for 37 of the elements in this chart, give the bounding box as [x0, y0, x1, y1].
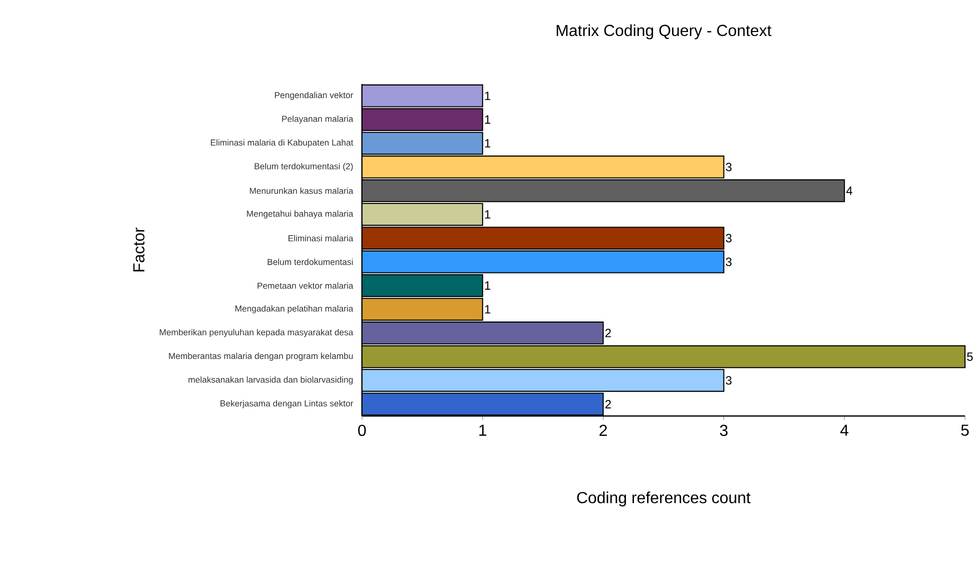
data-label: 1 [485, 305, 490, 314]
y-tick-label: Pemetaan vektor malaria [258, 282, 354, 289]
data-label: 5 [967, 352, 973, 361]
y-tick-label: Pelayanan malaria [282, 116, 354, 124]
x-tick-label: 3 [720, 424, 728, 436]
data-label: 3 [726, 376, 732, 385]
x-tick-label: 0 [358, 424, 366, 436]
y-tick-label: Mengadakan pelatihan malaria [235, 305, 354, 314]
y-tick-label: Memberantas malaria dengan program kelambu [169, 352, 353, 361]
data-label: 1 [485, 210, 490, 219]
data-label: 1 [485, 115, 490, 124]
data-label: 3 [726, 234, 732, 242]
data-label: 1 [485, 92, 490, 100]
data-label: 2 [605, 328, 611, 338]
y-tick-label: melaksanakan larvasida dan biolarvasiding [188, 376, 353, 384]
y-tick-label: Menurunkan kasus malaria [250, 188, 354, 194]
y-tick-label: Eliminasi malaria di Kabupaten Lahat [210, 139, 354, 148]
y-tick-label: Belum terdokumentasi (2) [254, 162, 353, 172]
data-label: 1 [485, 139, 490, 148]
data-label: 2 [605, 400, 611, 408]
y-tick-label: Eliminasi malaria [288, 234, 354, 242]
x-axis-title: Coding references count [577, 492, 750, 506]
data-label: 4 [846, 186, 852, 195]
y-tick-label: Mengetahui bahaya malaria [247, 210, 354, 218]
y-axis-title: Factor [133, 228, 144, 272]
x-tick-label: 4 [840, 424, 848, 436]
chart-title: Matrix Coding Query - Context [556, 24, 772, 40]
y-tick-label: Pengendalian vektor [274, 92, 354, 100]
y-tick-label: Memberikan penyuluhan kepada masyarakat desa [160, 328, 354, 338]
x-tick-label: 2 [600, 424, 607, 436]
data-label: 3 [726, 258, 732, 266]
data-label: 3 [726, 162, 732, 172]
x-tick-label: 5 [961, 424, 969, 436]
data-label: 1 [485, 281, 490, 290]
y-tick-label: Belum terdokumentasi [268, 258, 353, 266]
y-tick-label: Bekerjasama dengan Lintas sektor [220, 400, 354, 408]
x-tick-label: 1 [479, 424, 486, 436]
